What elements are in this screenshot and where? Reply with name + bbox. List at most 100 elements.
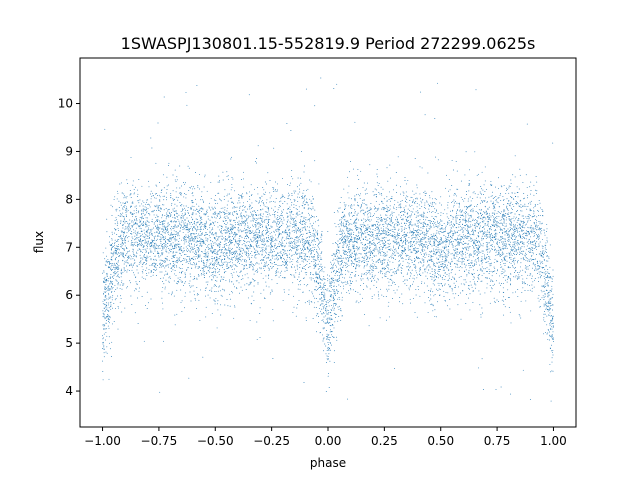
data-point [255,230,257,232]
data-point [343,202,345,204]
data-point [192,188,194,190]
data-point [348,197,350,199]
data-point [183,182,185,183]
data-point [252,218,254,220]
data-point [460,276,462,277]
data-point [192,246,194,248]
data-point [385,255,387,257]
data-point [432,211,434,213]
data-point [417,241,419,243]
data-point [187,244,189,246]
data-point [384,221,386,223]
data-point [253,273,255,275]
data-point [202,240,204,241]
data-point [430,234,432,236]
data-point [414,249,416,251]
data-point [316,252,318,253]
data-point [461,255,463,257]
data-point [103,291,105,293]
data-point [238,220,240,222]
data-point [340,224,342,226]
data-point [549,307,550,309]
data-point [106,335,108,337]
data-point [322,340,324,342]
data-point [373,237,375,239]
data-point [444,229,446,231]
data-point [330,278,332,279]
data-point [228,254,230,256]
data-point [477,217,479,219]
data-point [193,221,195,223]
data-point [341,296,343,298]
data-point [468,240,470,242]
data-point [498,252,500,254]
data-point [348,205,350,207]
data-point [427,220,429,222]
data-point [179,253,181,255]
data-point [518,246,519,248]
data-point [525,257,527,259]
data-point [536,246,538,248]
data-point [143,232,145,234]
data-point [127,262,129,264]
data-point [205,316,207,318]
data-point [293,246,295,248]
data-point [374,188,376,190]
data-point [386,204,388,206]
data-point [184,282,186,284]
data-point [106,262,108,264]
data-point [135,256,137,258]
data-point [394,234,396,236]
data-point [261,195,263,197]
data-point [261,254,263,256]
data-point [161,236,163,238]
data-point [264,266,266,267]
data-point [480,251,482,253]
data-point [105,284,107,285]
data-point [431,221,432,222]
data-point [144,234,146,236]
data-point [251,246,253,248]
data-point [311,261,313,263]
data-point [161,228,163,230]
data-point [368,325,370,327]
data-point [217,303,218,305]
data-point [147,230,149,232]
data-point [527,274,529,276]
data-point [210,197,212,199]
data-point [455,231,457,233]
data-point [233,244,235,246]
data-point [364,189,366,191]
data-point [372,229,374,231]
data-point [102,348,104,349]
data-point [185,281,187,283]
data-point [483,233,485,234]
data-point [287,195,289,197]
data-point [518,272,520,274]
data-point [478,235,480,237]
data-point [308,232,310,234]
data-point [234,235,236,237]
data-point [469,253,471,255]
data-point [529,250,531,252]
data-point [493,197,495,198]
data-point [162,223,164,225]
data-point [134,192,136,194]
data-point [134,312,136,314]
data-point [184,225,186,227]
data-point [425,224,427,225]
data-point [248,215,250,217]
data-point [471,237,473,239]
data-point [291,230,293,232]
data-point [158,220,160,222]
data-point [180,211,182,213]
data-point [382,251,384,253]
data-point [298,276,300,278]
data-point [166,199,167,201]
data-point [281,258,282,260]
data-point [522,250,524,252]
data-point [355,265,357,267]
data-point [408,222,410,223]
data-point [308,259,310,261]
data-point [293,222,295,224]
